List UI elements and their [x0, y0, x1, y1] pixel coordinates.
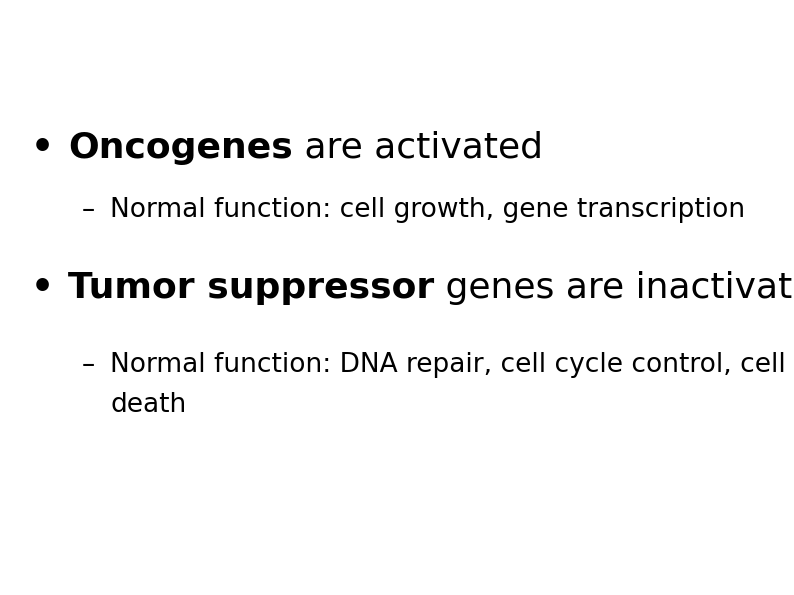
Text: death: death — [110, 392, 187, 418]
Text: •: • — [30, 271, 53, 305]
Text: Oncogenes: Oncogenes — [68, 131, 293, 165]
Text: –: – — [82, 197, 94, 223]
Text: •: • — [30, 131, 53, 165]
Text: –: – — [82, 352, 94, 378]
Text: genes are inactivated: genes are inactivated — [434, 271, 794, 305]
Text: Normal function: cell growth, gene transcription: Normal function: cell growth, gene trans… — [110, 197, 745, 223]
Text: Normal function: DNA repair, cell cycle control, cell: Normal function: DNA repair, cell cycle … — [110, 352, 786, 378]
Text: Tumor suppressor: Tumor suppressor — [68, 271, 434, 305]
Text: are activated: are activated — [293, 131, 543, 165]
